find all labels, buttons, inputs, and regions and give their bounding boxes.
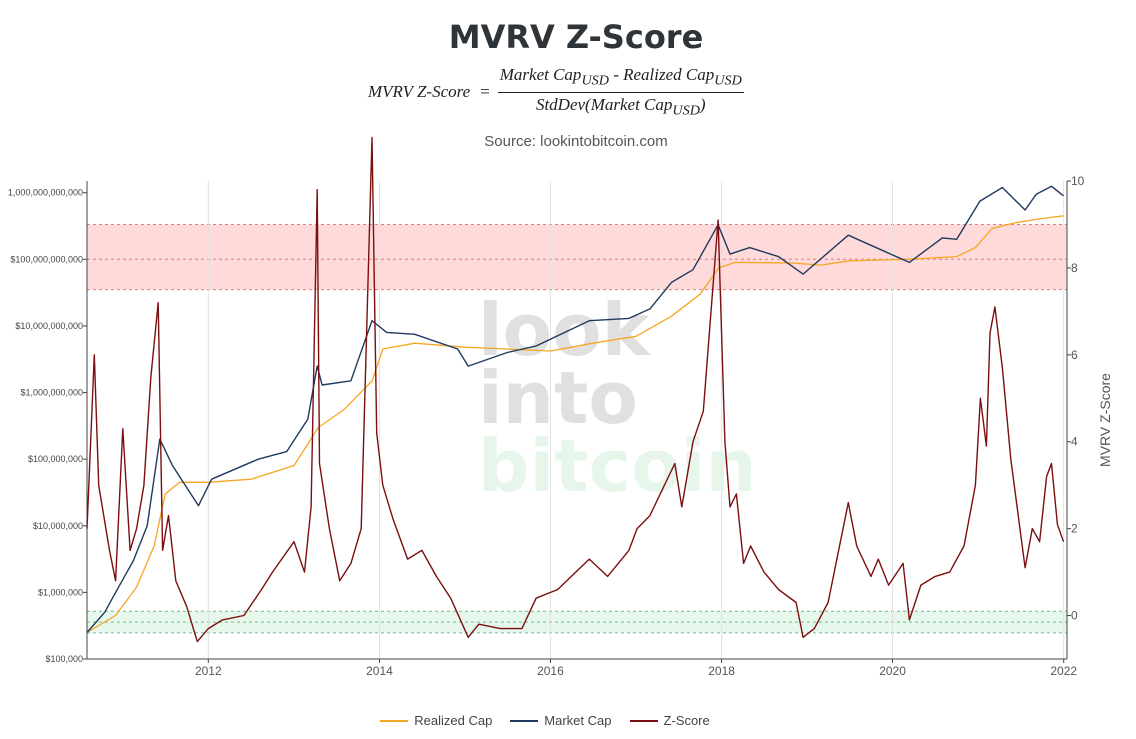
legend-item-z-score[interactable]: Z-Score [629,713,710,728]
y-right-tick-label: 2 [1071,522,1078,536]
formula-fraction: Market CapUSD - Realized CapUSD StdDev(M… [497,65,744,119]
y-left-tick-label: $100,000,000 [28,454,83,464]
legend-swatch-realized-cap [380,719,409,722]
legend-item-realized-cap[interactable]: Realized Cap [380,713,492,728]
x-tick-label: 2022 [1050,664,1077,678]
formula-minus-sub: USD [714,72,742,89]
y-right-axis-label: MVRV Z-Score [1097,373,1113,467]
legend-label-realized-cap: Realized Cap [414,713,493,728]
y-right-tick-label: 8 [1071,261,1078,275]
y-left-tick-label: $1,000,000,000 [20,388,83,398]
formula-den-end: ) [699,94,706,114]
red-band [87,224,1067,290]
formula-num-sub: USD [581,72,609,89]
series-line-realized-cap [86,215,1064,634]
chart-source: Source: lookintobitcoin.com [484,133,668,150]
y-right-tick-label: 6 [1071,348,1078,362]
formula-num-text: Market Cap [499,65,582,85]
formula-lhs: MVRV Z-Score [368,82,471,101]
x-tick-label: 2020 [879,664,906,678]
x-tick-label: 2012 [195,664,222,678]
y-left-tick-label: $1,000,000 [38,587,83,597]
y-left-tick-label: $100,000 [45,654,83,664]
y-left-tick-label: $100,000,000,000 [10,254,83,264]
watermark-text: bitcoin [478,424,757,508]
y-right-tick-label: 0 [1071,609,1078,623]
x-tick-label: 2014 [366,664,393,678]
green-band [87,611,1067,633]
series-line-market-cap [86,185,1064,633]
x-tick-label: 2016 [537,664,564,678]
chart-title: MVRV Z-Score [448,18,704,56]
y-right-tick-label: 4 [1071,435,1078,449]
chart-legend: Realized Cap Market Cap Z-Score [0,713,1090,728]
legend-label-z-score: Z-Score [663,713,710,728]
formula: MVRV Z-Score = Market CapUSD - Realized … [368,65,744,119]
y-left-tick-label: 1,000,000,000,000 [8,188,83,198]
formula-numerator: Market CapUSD - Realized CapUSD [497,65,744,93]
formula-denominator: StdDev(Market CapUSD) [536,93,706,119]
formula-den-text: StdDev(Market Cap [535,94,673,114]
x-tick-label: 2018 [708,664,735,678]
legend-swatch-market-cap [510,719,539,722]
formula-den-sub: USD [672,101,700,118]
y-left-tick-label: $10,000,000,000 [15,321,83,331]
y-right-tick-label: 10 [1071,174,1085,188]
formula-equals: = [480,82,490,101]
series-line-z-score [86,136,1065,643]
watermark-text: look [478,288,652,372]
legend-label-market-cap: Market Cap [544,713,612,728]
legend-swatch-z-score [629,719,658,722]
y-left-tick-label: $10,000,000 [33,521,83,531]
legend-item-market-cap[interactable]: Market Cap [510,713,612,728]
formula-minus-text: - Realized Cap [608,65,715,85]
watermark-text: into [478,356,638,440]
